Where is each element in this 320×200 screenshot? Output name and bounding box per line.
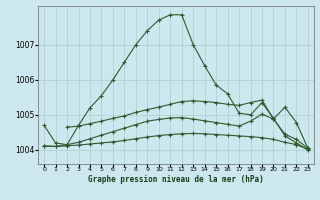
X-axis label: Graphe pression niveau de la mer (hPa): Graphe pression niveau de la mer (hPa) bbox=[88, 175, 264, 184]
